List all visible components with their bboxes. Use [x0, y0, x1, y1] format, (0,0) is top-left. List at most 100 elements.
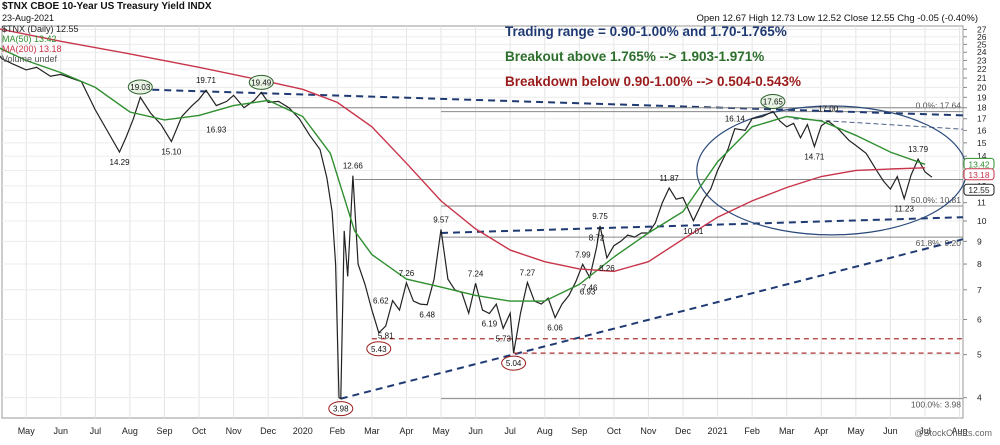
y-tick-label: 9 [977, 236, 982, 246]
x-tick-label: Nov [640, 426, 657, 436]
legend-volume: Volume undef [2, 54, 58, 64]
price-label: 6.62 [373, 297, 389, 306]
x-tick-label: Apr [399, 426, 413, 436]
last-value-label: 13.42 [968, 159, 990, 169]
y-tick-label: 23 [977, 55, 987, 65]
price-label: 9.75 [592, 212, 608, 221]
last-value-tag [963, 183, 995, 196]
y-tick-label: 7 [977, 285, 982, 295]
y-tick-label: 14 [977, 151, 987, 161]
y-tick-label: 4 [977, 393, 982, 403]
x-tick-label: Nov [226, 426, 243, 436]
price-label: 15.10 [161, 148, 182, 157]
x-tick-label: Oct [607, 426, 622, 436]
ma50-series-line [0, 47, 926, 302]
x-tick-label: Aug [537, 426, 553, 436]
fib-level-label: 61.8%: 9.20 [916, 238, 962, 248]
y-tick-label: 17 [977, 114, 987, 124]
y-tick-label: 16 [977, 125, 987, 135]
last-value-label: 12.55 [968, 185, 990, 195]
price-label: 7.46 [582, 284, 598, 293]
y-tick-label: 25 [977, 39, 987, 49]
x-tick-label: Aug [952, 426, 968, 436]
price-label: 7.26 [399, 269, 415, 278]
y-tick-label: 20 [977, 82, 987, 92]
fib-level-label: 100.0%: 3.98 [911, 400, 961, 410]
breakout-trendline [440, 216, 964, 234]
price-label-circle [328, 401, 354, 417]
price-label: 19.03 [130, 83, 151, 92]
y-tick-label: 11 [977, 198, 986, 208]
price-label: 16.14 [725, 115, 746, 124]
y-tick-label: 26 [977, 32, 987, 42]
y-tick-label: 21 [977, 73, 987, 83]
price-label: 19.49 [251, 78, 272, 87]
annotation-range: Trading range = 0.90-1.00% and 1.70-1.76… [505, 24, 787, 39]
y-tick-label: 10 [977, 216, 987, 226]
x-tick-label: Oct [192, 426, 207, 436]
price-label-circle [501, 355, 527, 371]
resistance-trendline [140, 88, 964, 117]
chart-title: $TNX CBOE 10-Year US Treasury Yield INDX [2, 1, 212, 12]
legend-price: $TNX (Daily) 12.55 [2, 24, 79, 34]
price-label: 6.48 [419, 311, 435, 320]
x-tick-label: Jun [883, 426, 898, 436]
y-tick-label: 18 [977, 103, 987, 113]
x-tick-label: Mar [364, 426, 380, 436]
x-tick-label: Mar [779, 426, 795, 436]
y-tick-label: 24 [977, 47, 987, 57]
price-label: 10.01 [683, 227, 704, 236]
price-label: 11.87 [659, 174, 679, 183]
x-tick-label: 2021 [708, 426, 728, 436]
x-tick-label: Feb [330, 426, 346, 436]
x-tick-label: 2020 [293, 426, 313, 436]
annotation-breakout: Breakout above 1.765% --> 1.903-1.971% [505, 49, 765, 64]
price-label: 3.98 [333, 405, 349, 414]
fib-level-label: 0.0%: 17.64 [916, 101, 962, 111]
price-label: 5.04 [506, 359, 522, 368]
price-label: 7.24 [468, 269, 484, 278]
y-tick-label: 19 [977, 92, 987, 102]
x-tick-label: Jul [90, 426, 102, 436]
x-tick-label: Jun [54, 426, 69, 436]
price-label-circle [760, 93, 786, 109]
watermark: @StockCharts.com [914, 428, 992, 438]
x-tick-label: Jul [919, 426, 931, 436]
x-tick-label: Dec [675, 426, 692, 436]
price-label: 5.73 [495, 334, 511, 343]
price-label: 14.71 [804, 153, 825, 162]
price-label: 19.71 [196, 76, 217, 85]
price-label: 12.66 [343, 162, 364, 171]
price-label: 9.57 [433, 216, 449, 225]
legend-ma50: MA(50) 13.42 [2, 34, 57, 44]
x-tick-label: Sep [156, 426, 172, 436]
last-value-label: 13.18 [968, 170, 990, 180]
price-label: 13.79 [908, 145, 929, 154]
fib-level-label: 50.0%: 10.81 [911, 195, 961, 205]
price-label: 5.81 [378, 332, 394, 341]
legend: $TNX (Daily) 12.55 MA(50) 13.42 MA(200) … [2, 24, 79, 64]
price-label: 5.43 [371, 345, 387, 354]
price-label: 17.00 [818, 105, 839, 114]
price-label: 6.19 [482, 320, 498, 329]
price-label: 11.23 [895, 205, 915, 214]
x-tick-label: Sep [571, 426, 587, 436]
y-tick-label: 5 [977, 350, 982, 360]
legend-ma200: MA(200) 13.18 [2, 44, 62, 54]
x-tick-label: Dec [260, 426, 277, 436]
price-label: 6.06 [547, 324, 563, 333]
price-label: 8.72 [589, 233, 605, 242]
y-tick-label: 8 [977, 259, 982, 269]
chart-date: 23-Aug-2021 [2, 13, 55, 23]
price-label: 7.99 [575, 250, 591, 259]
x-tick-label: Feb [744, 426, 760, 436]
y-tick-label: 15 [977, 138, 987, 148]
price-label-circle [127, 79, 153, 95]
x-tick-label: May [433, 426, 451, 436]
x-tick-label: May [18, 426, 36, 436]
x-tick-label: Apr [814, 426, 828, 436]
price-label: 7.27 [520, 268, 536, 277]
ohlc-readout: Open 12.67 High 12.73 Low 12.52 Close 12… [696, 13, 979, 24]
y-tick-label: 22 [977, 64, 987, 74]
